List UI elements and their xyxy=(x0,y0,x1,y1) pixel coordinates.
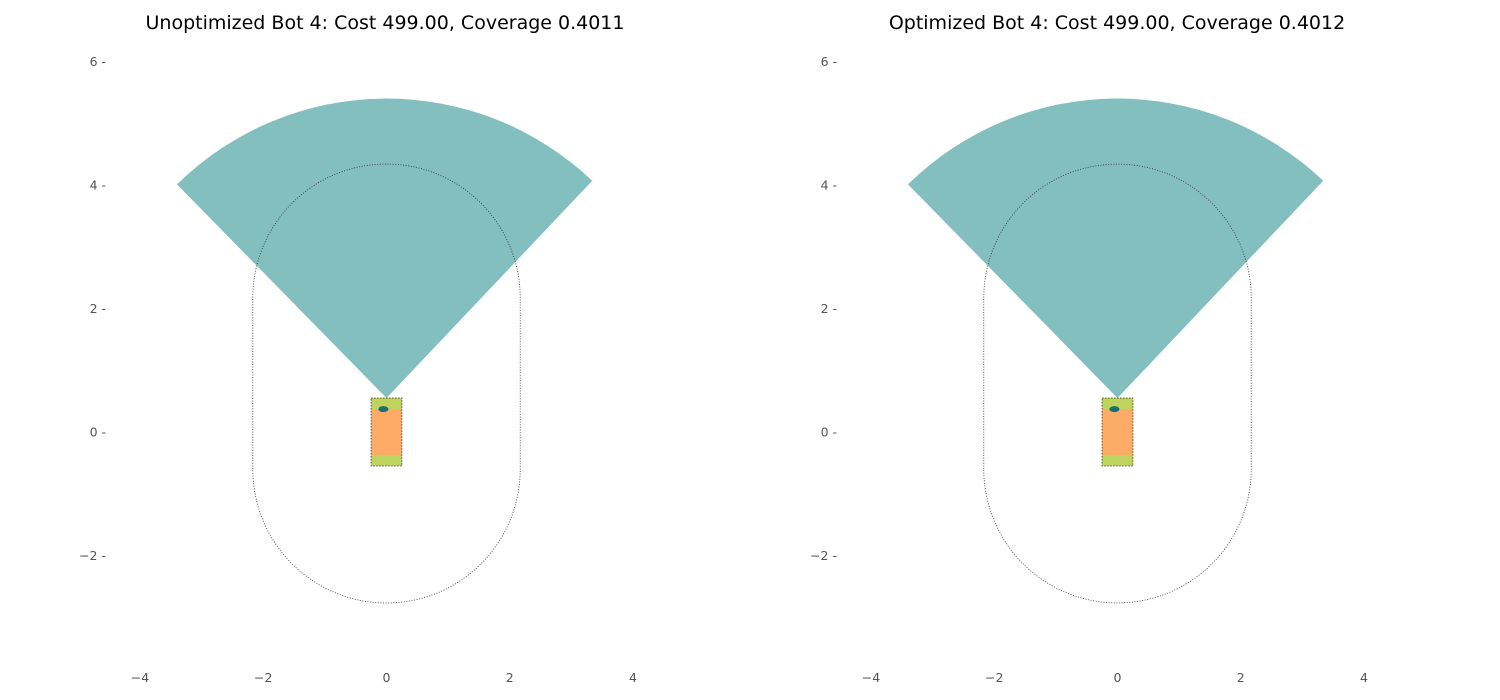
sensor-marker xyxy=(1109,406,1120,413)
bot-rear-end xyxy=(371,454,402,466)
chart-title: Unoptimized Bot 4: Cost 499.00, Coverage… xyxy=(146,12,625,34)
chart-title: Optimized Bot 4: Cost 499.00, Coverage 0… xyxy=(889,12,1345,34)
sensor-fov-wedge xyxy=(908,98,1324,399)
y-tick-label: 2 - xyxy=(821,301,837,316)
x-tick-label: 2 xyxy=(1237,670,1245,685)
bot-front-end xyxy=(371,398,402,410)
optimized-panel: −2 - 0 - 2 - 4 - 6 - −4 −2 0 2 4 Optimized Bot 4: … xyxy=(810,12,1368,685)
x-tick-label: 0 xyxy=(383,670,391,685)
y-tick-label: 2 - xyxy=(90,301,106,316)
y-tick-label: 6 - xyxy=(821,54,837,69)
x-tick-label: 4 xyxy=(629,670,637,685)
boundary-outline xyxy=(983,163,1252,604)
x-tick-label: 4 xyxy=(1360,670,1368,685)
x-tick-label: −4 xyxy=(862,670,880,685)
y-tick-label: −2 - xyxy=(79,548,106,563)
y-tick-label: −2 - xyxy=(810,548,837,563)
x-tick-label: −2 xyxy=(254,670,272,685)
sensor-fov-wedge xyxy=(177,98,593,399)
bot-front-end xyxy=(1102,398,1133,410)
x-tick-label: −2 xyxy=(985,670,1003,685)
y-tick-label: 0 - xyxy=(90,425,106,440)
x-tick-label: −4 xyxy=(131,670,149,685)
boundary-outline xyxy=(252,163,521,604)
y-tick-label: 4 - xyxy=(90,178,106,193)
y-tick-label: 4 - xyxy=(821,178,837,193)
bot-rear-end xyxy=(1102,454,1133,466)
y-tick-label: 0 - xyxy=(821,425,837,440)
x-tick-label: 0 xyxy=(1114,670,1122,685)
y-tick-label: 6 - xyxy=(90,54,106,69)
unoptimized-panel: −2 - 0 - 2 - 4 - 6 - −4 −2 0 2 4 Unoptimized Bot 4… xyxy=(79,12,637,685)
bot-outline xyxy=(1101,397,1134,467)
bot-outline xyxy=(370,397,403,467)
x-tick-label: 2 xyxy=(506,670,514,685)
sensor-marker xyxy=(378,406,389,413)
